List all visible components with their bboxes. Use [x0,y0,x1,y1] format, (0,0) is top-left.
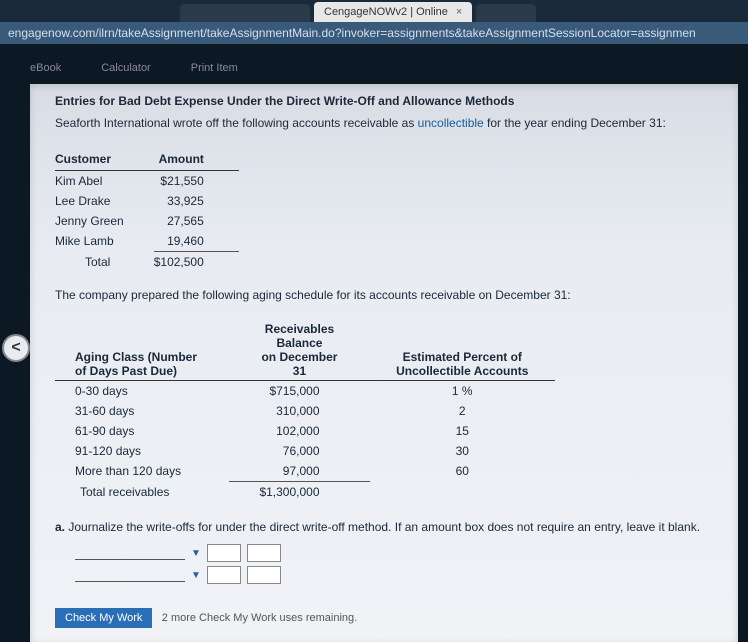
intro-text: Seaforth International wrote off the fol… [55,116,713,130]
content-area: eBook Calculator Print Item < Entries fo… [0,44,748,642]
previous-button[interactable]: < [2,334,30,362]
tab-title: CengageNOWv2 | Online [324,6,448,18]
assignment-page: Entries for Bad Debt Expense Under the D… [30,84,738,642]
chevron-left-icon: < [11,339,20,357]
debit-input[interactable] [207,544,241,562]
page-title: Entries for Bad Debt Expense Under the D… [55,94,713,108]
writeoff-table: Customer Amount Kim Abel$21,550 Lee Drak… [55,148,239,272]
table-row: 91-120 days76,00030 [55,441,555,461]
glossary-link[interactable]: uncollectible [418,116,484,130]
check-work-area: Check My Work 2 more Check My Work uses … [55,588,713,628]
table-total-row: Total receivables$1,300,000 [55,482,555,503]
instruction-text: a. Journalize the write-offs for under t… [55,520,713,534]
browser-tab-inactive[interactable] [476,4,536,22]
ebook-link[interactable]: eBook [30,62,61,74]
calculator-link[interactable]: Calculator [101,62,151,74]
browser-tab-active[interactable]: CengageNOWv2 | Online × [314,2,472,22]
table-row: 0-30 days$715,0001 % [55,381,555,402]
chevron-down-icon[interactable]: ▼ [191,570,201,581]
table-row: Mike Lamb19,460 [55,231,239,252]
check-my-work-button[interactable]: Check My Work [55,608,152,628]
debit-input[interactable] [207,566,241,584]
close-icon[interactable]: × [456,6,462,18]
account-dropdown[interactable] [75,568,185,582]
check-remaining-text: 2 more Check My Work uses remaining. [162,612,357,624]
aging-intro: The company prepared the following aging… [55,288,713,302]
aging-table: Aging Class (Numberof Days Past Due) Rec… [55,320,555,502]
table-row: 31-60 days310,0002 [55,401,555,421]
journal-entry-row: ▼ [75,566,713,584]
url-bar[interactable]: engagenow.com/ilrn/takeAssignment/takeAs… [0,22,748,44]
col-aging-class: Aging Class (Numberof Days Past Due) [55,320,229,381]
table-row: Jenny Green27,565 [55,211,239,231]
journal-entry-row: ▼ [75,544,713,562]
assignment-toolbar: eBook Calculator Print Item [30,56,738,84]
url-text: engagenow.com/ilrn/takeAssignment/takeAs… [8,26,696,40]
chevron-down-icon[interactable]: ▼ [191,548,201,559]
credit-input[interactable] [247,544,281,562]
col-customer: Customer [55,148,154,171]
browser-tab-strip: CengageNOWv2 | Online × [0,0,748,22]
table-row: More than 120 days97,00060 [55,461,555,482]
col-amount: Amount [154,148,239,171]
browser-tab-inactive[interactable] [180,4,310,22]
print-link[interactable]: Print Item [191,62,238,74]
table-row: Lee Drake33,925 [55,191,239,211]
col-percent: Estimated Percent ofUncollectible Accoun… [370,320,556,381]
account-dropdown[interactable] [75,546,185,560]
table-row: Kim Abel$21,550 [55,171,239,192]
col-balance: ReceivablesBalanceon December31 [229,320,369,381]
table-total-row: Total$102,500 [55,252,239,273]
credit-input[interactable] [247,566,281,584]
table-row: 61-90 days102,00015 [55,421,555,441]
